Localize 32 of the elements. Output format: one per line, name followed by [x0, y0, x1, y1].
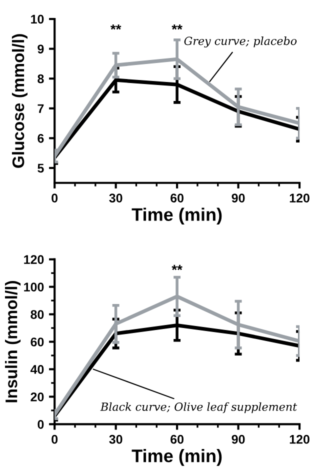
x-axis-title: Time (min) [132, 208, 222, 225]
annotation: ** [110, 24, 122, 30]
y-axis-title: Insulin (mmol/l) [5, 281, 21, 402]
annotation: ** [172, 264, 182, 270]
y-tick-label: 40 [30, 365, 44, 374]
y-tick-label: 7 [38, 104, 44, 113]
y-tick-label: 9 [38, 44, 44, 54]
y-axis-title: Glucose (mmol/l) [12, 34, 28, 168]
x-tick-label: 0 [52, 194, 58, 202]
y-tick-label: 8 [38, 74, 44, 84]
annotation: ** [172, 24, 182, 30]
x-tick-label: 60 [170, 194, 184, 202]
x-tick-label: 120 [290, 434, 310, 444]
y-tick-label: 60 [30, 338, 44, 346]
x-tick-label: 0 [52, 434, 58, 444]
y-tick-label: 100 [24, 282, 44, 292]
x-tick-label: 90 [232, 194, 245, 202]
x-tick-label: 30 [109, 434, 122, 444]
y-tick-label: 80 [30, 310, 44, 319]
y-tick-label: 6 [38, 134, 44, 143]
y-tick-label: 5 [38, 164, 44, 173]
x-axis-title: Time (min) [132, 449, 222, 466]
y-tick-label: 120 [24, 255, 44, 264]
y-tick-label: 20 [30, 392, 44, 402]
x-tick-label: 90 [232, 434, 245, 444]
x-tick-label: 120 [290, 194, 310, 202]
y-tick-label: 0 [38, 420, 44, 429]
x-tick-label: 60 [170, 434, 184, 444]
x-tick-label: 30 [109, 194, 122, 202]
annotation: Grey curve; placebo [184, 36, 297, 48]
annotation: Black curve; Olive leaf supplement [100, 402, 298, 414]
y-tick-label: 10 [31, 14, 44, 24]
